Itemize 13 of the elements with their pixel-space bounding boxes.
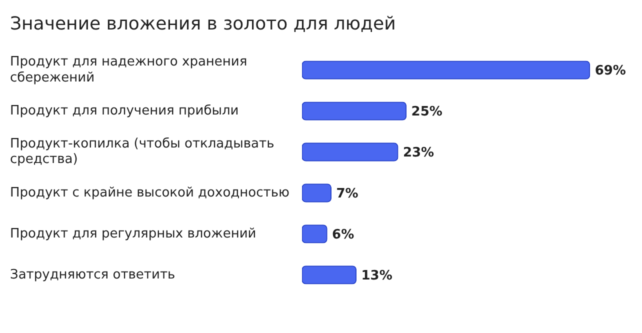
chart-title: Значение вложения в золото для людей — [10, 13, 396, 34]
data-label: 23% — [402, 145, 434, 160]
y-tick-label: Продукт для надежного хранения сбережений — [10, 54, 248, 86]
data-label: 13% — [361, 268, 392, 284]
data-label: 7% — [336, 186, 358, 202]
data-label: 6% — [332, 227, 354, 242]
data-label: 25% — [411, 104, 442, 120]
data-label: 69% — [594, 63, 626, 78]
y-tick-label: Продукт для получения прибыли — [10, 103, 239, 118]
y-tick-label: Продукт с крайне высокой доходностью — [10, 185, 290, 200]
y-tick-label: Продукт-копилка (чтобы откладывать средства) — [10, 136, 274, 168]
y-tick-label: Продукт для регулярных вложений — [10, 226, 256, 242]
y-tick-label: Затрудняются ответить — [10, 267, 176, 282]
